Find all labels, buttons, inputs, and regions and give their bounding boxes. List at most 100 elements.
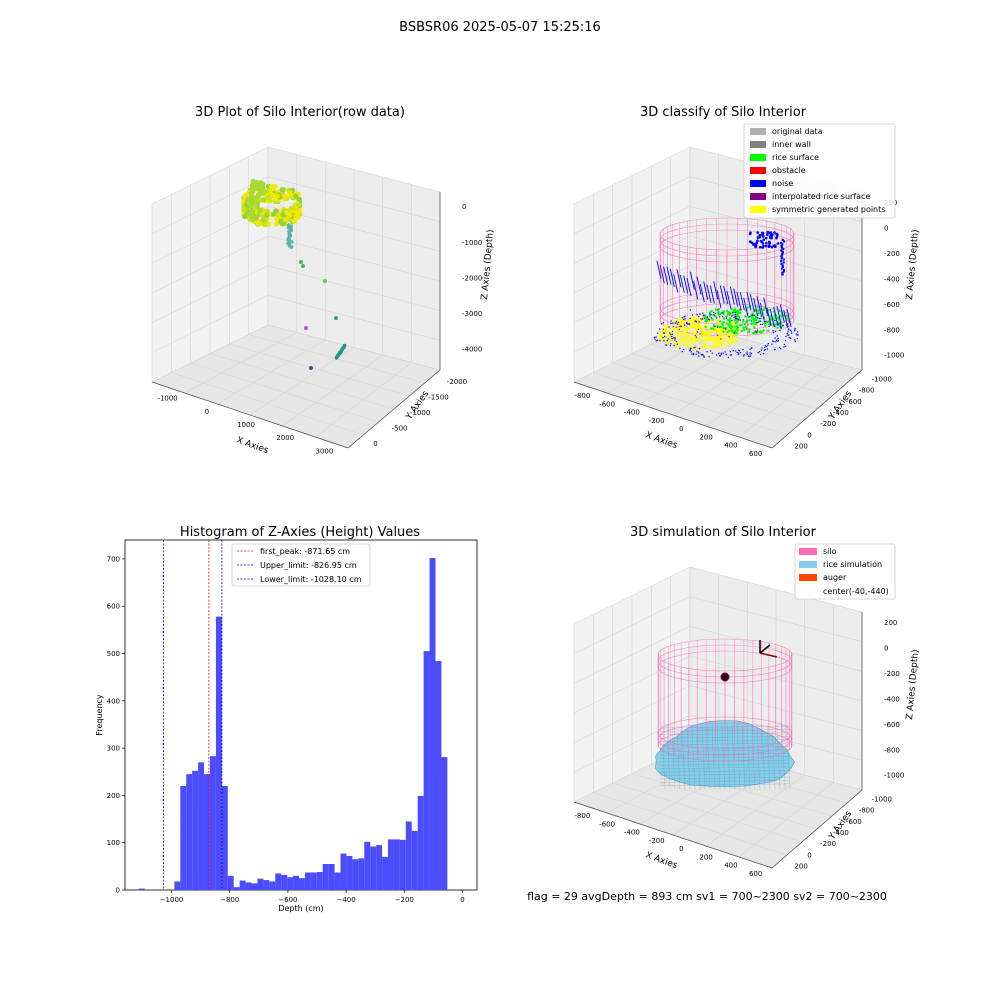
- y-tick-label: 100: [107, 839, 120, 847]
- floor-grid-line: [738, 362, 834, 438]
- symmetric-point: [727, 333, 731, 337]
- noise-point: [742, 319, 744, 321]
- noise-point: [775, 339, 778, 341]
- noise-point: [779, 346, 781, 349]
- rice-surface-point: [704, 325, 707, 328]
- raw-data-point: [260, 217, 266, 223]
- x-tick-label: 400: [724, 442, 737, 450]
- y-tick-label: 500: [107, 650, 120, 658]
- legend-label-symmetric: symmetric generated points: [772, 205, 885, 214]
- noise-streak: [753, 298, 759, 317]
- z-tick-label: -600: [884, 721, 900, 729]
- rice-surface-point: [729, 317, 732, 320]
- noise-point: [743, 354, 745, 356]
- z-tick-label: -800: [884, 326, 900, 334]
- noise-point: [765, 345, 768, 348]
- symmetric-point: [712, 330, 716, 334]
- panel-classify: 3D classify of Silo Interior -800 -600 -40…: [573, 105, 921, 458]
- interpolated-point: [756, 329, 759, 331]
- symmetric-point: [660, 334, 664, 338]
- noise-point: [749, 352, 751, 354]
- legend-label-upper-limit: Upper_limit: -826.95 cm: [260, 561, 357, 570]
- y-tick-label: -400: [833, 409, 849, 417]
- rice-surface-point: [717, 313, 720, 316]
- symmetric-point: [679, 319, 682, 323]
- rice-surface-point: [719, 320, 722, 323]
- noise-point: [770, 237, 773, 240]
- noise-point: [742, 348, 744, 351]
- noise-point: [710, 317, 713, 319]
- rice-mesh-line: [659, 780, 791, 783]
- histogram-bar: [198, 762, 205, 890]
- rice-mesh-line: [686, 724, 691, 791]
- rice-surface-point: [777, 316, 780, 319]
- noise-point: [722, 352, 724, 354]
- histogram-bar: [411, 830, 418, 890]
- noise-point: [749, 316, 751, 318]
- figure-suptitle: BSBSR06 2025-05-07 15:25:16: [399, 20, 601, 35]
- histogram-bar: [393, 839, 400, 890]
- noise-point: [692, 352, 695, 355]
- noise-point: [709, 319, 711, 321]
- raw-axes-box: [151, 146, 441, 449]
- raw-points: [241, 178, 347, 370]
- raw-data-point: [299, 260, 303, 264]
- noise-point: [749, 354, 751, 356]
- z-tick-label: -400: [884, 695, 900, 703]
- rice-surface-point: [711, 318, 714, 321]
- raw-tick-labels: -100001000200030000-500-1000-1500-20000-…: [157, 203, 482, 455]
- simulation-tick-labels: -800-600-400-20002004006002000-200-400-6…: [574, 619, 904, 878]
- rice-surface-point: [730, 325, 734, 328]
- rice-surface-point: [734, 325, 737, 328]
- raw-data-point: [287, 190, 293, 197]
- noise-streak: [693, 281, 699, 300]
- z-tick-label: 0: [884, 225, 888, 233]
- noise-streak: [709, 285, 715, 304]
- noise-point: [782, 258, 785, 261]
- y-tick-label: -1500: [428, 393, 448, 401]
- rice-mesh-line: [696, 724, 701, 791]
- rice-mesh-line: [661, 724, 666, 791]
- rice-surface-point: [726, 313, 729, 316]
- axis-glyph-x: [759, 652, 778, 658]
- histogram-bar: [370, 846, 377, 890]
- rice-mesh-line: [771, 724, 776, 791]
- y-tick-label: -800: [859, 807, 875, 815]
- noise-point: [765, 320, 767, 323]
- noise-point: [689, 347, 691, 349]
- noise-point: [749, 355, 751, 358]
- noise-point: [675, 326, 678, 328]
- rice-surface-point: [752, 322, 755, 325]
- noise-point: [757, 317, 759, 319]
- noise-point: [748, 240, 752, 243]
- symmetric-point: [724, 334, 728, 338]
- noise-point: [655, 340, 657, 342]
- noise-streak: [749, 294, 755, 313]
- noise-point: [796, 334, 799, 336]
- noise-point: [751, 320, 753, 322]
- noise-point: [672, 322, 674, 324]
- wall-grid-line: [151, 176, 269, 234]
- y-tick-label: -600: [846, 398, 862, 406]
- rice-surface-point: [711, 327, 714, 330]
- noise-streak: [773, 306, 779, 326]
- noise-streak: [736, 292, 742, 311]
- symmetric-point: [721, 338, 725, 342]
- raw-data-point: [279, 187, 285, 193]
- y-tick-label: 0: [807, 431, 811, 439]
- noise-point: [703, 355, 705, 357]
- histogram-vlines: [162, 540, 223, 890]
- noise-point: [782, 247, 785, 251]
- noise-streak: [663, 266, 669, 285]
- raw-data-point: [274, 193, 280, 199]
- noise-point: [713, 311, 715, 314]
- noise-point: [764, 345, 766, 347]
- legend-label-silo: silo: [823, 547, 837, 556]
- noise-point: [754, 245, 757, 249]
- histogram-bar: [275, 873, 282, 890]
- y-tick-label: 200: [794, 442, 807, 450]
- noise-point: [777, 338, 779, 340]
- rice-surface-point: [714, 315, 717, 318]
- noise-point: [775, 236, 778, 240]
- x-tick-label: 200: [699, 853, 712, 861]
